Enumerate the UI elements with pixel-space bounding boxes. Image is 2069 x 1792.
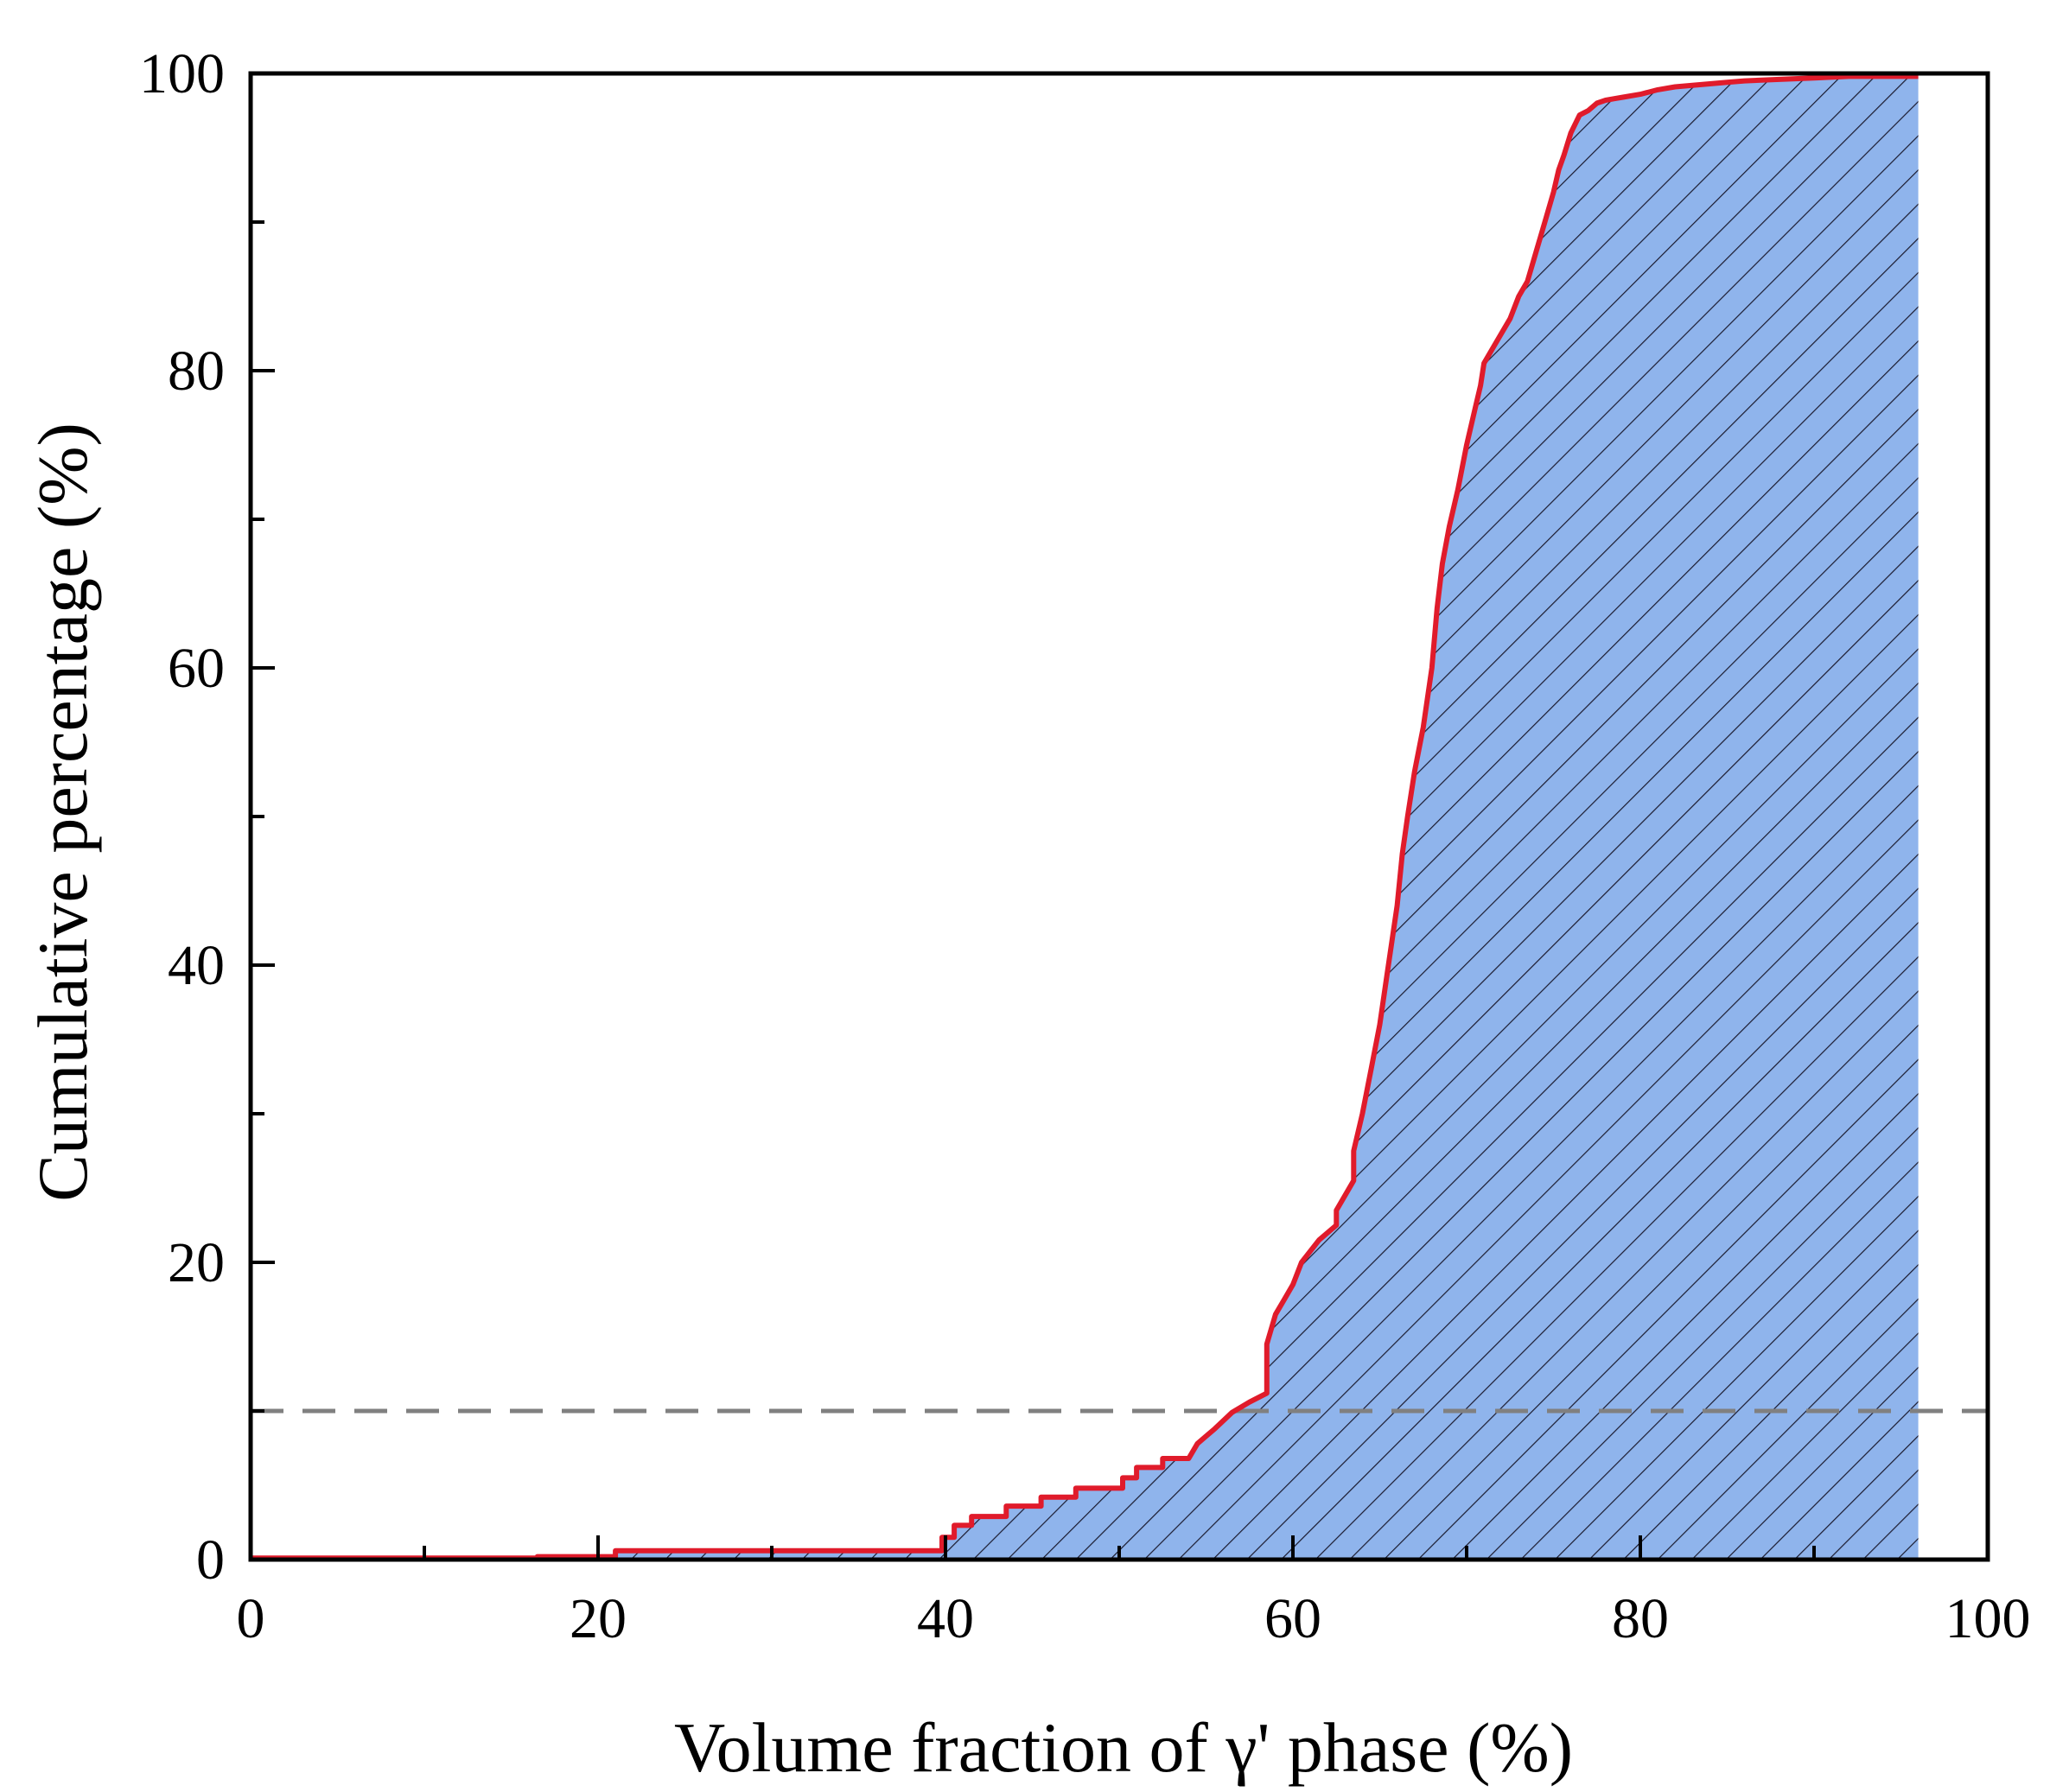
y-tick-label: 80 (168, 340, 225, 403)
cumulative-line (251, 73, 1919, 1561)
x-tick-label: 20 (570, 1587, 627, 1650)
x-tick-label: 40 (917, 1587, 974, 1650)
x-tick-label: 0 (237, 1587, 265, 1650)
x-tick-label: 80 (1612, 1587, 1669, 1650)
y-tick-label: 100 (139, 42, 225, 105)
x-tick-label: 60 (1264, 1587, 1321, 1650)
y-tick-label: 20 (168, 1231, 225, 1294)
y-tick-label: 0 (196, 1528, 225, 1592)
y-axis-title: Cumulative percentage (%) (23, 423, 102, 1202)
cumulative-area-hatch (251, 76, 1919, 1560)
y-tick-label: 60 (168, 637, 225, 700)
x-tick-label: 100 (1945, 1587, 2031, 1650)
x-axis-title: Volume fraction of γ' phase (%) (674, 1708, 1573, 1787)
y-tick-label: 40 (168, 934, 225, 997)
